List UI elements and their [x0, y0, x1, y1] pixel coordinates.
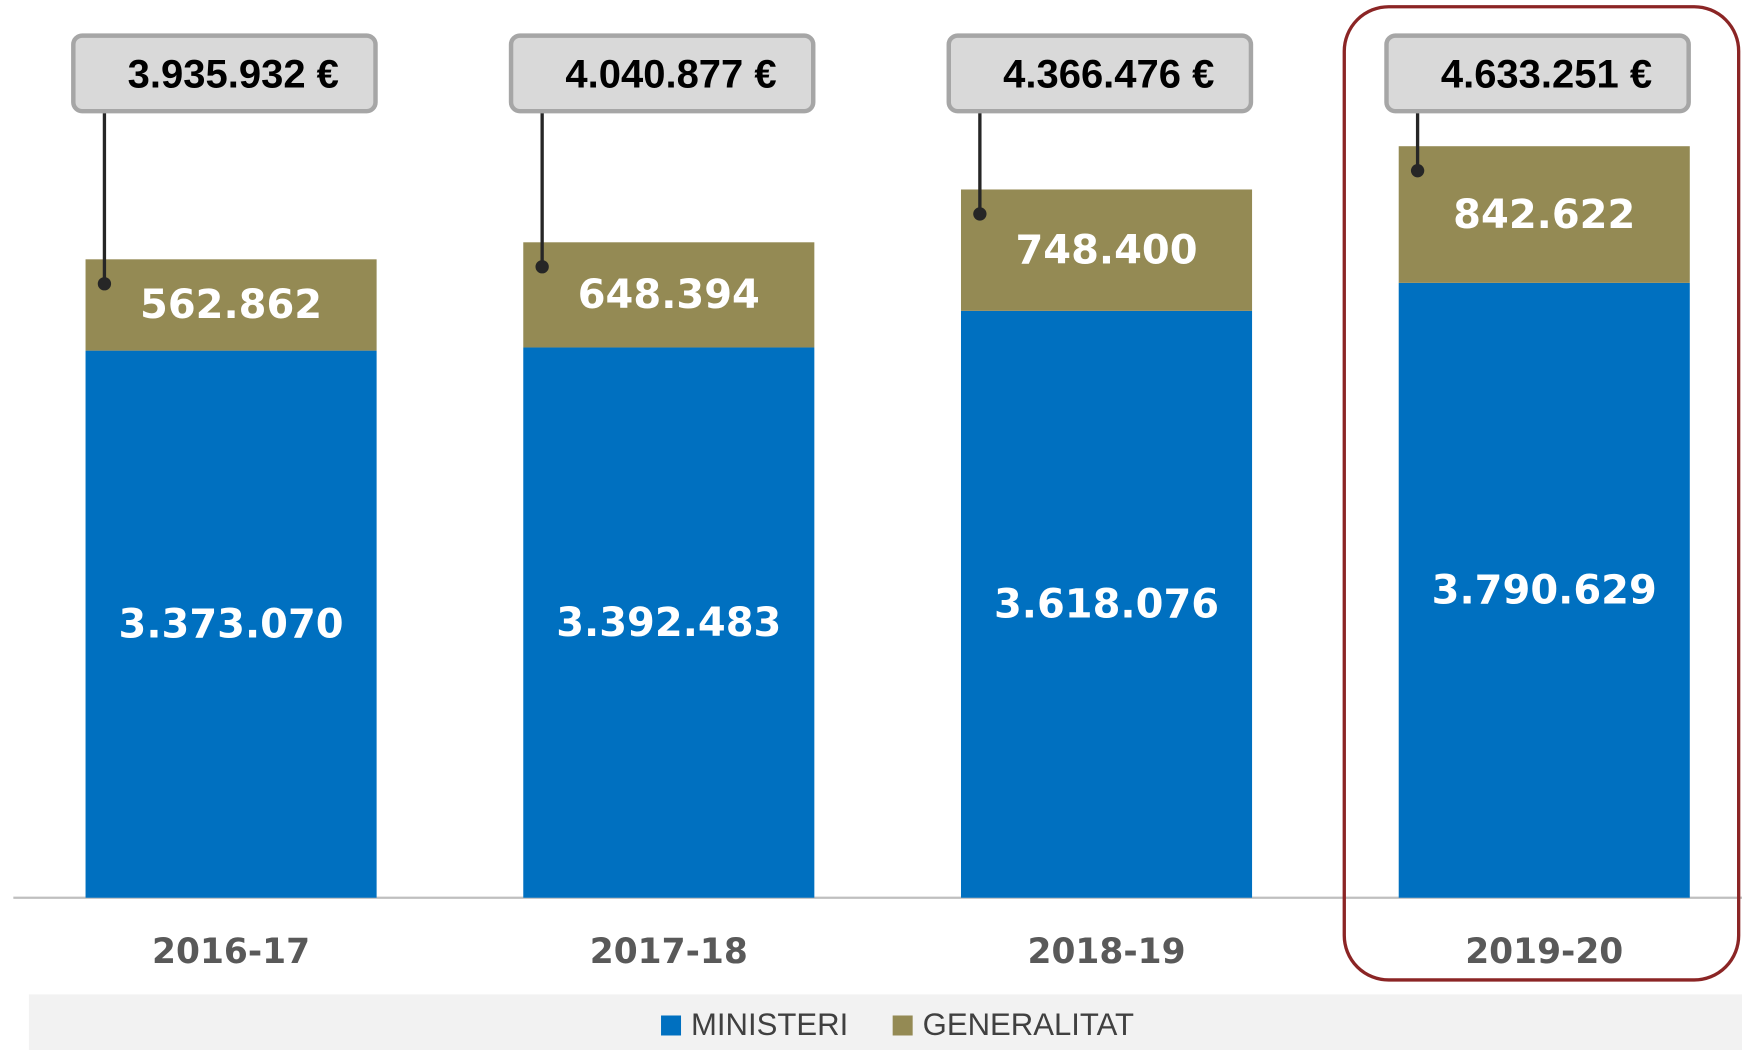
data-label: 648.394	[578, 272, 760, 318]
data-label: 562.862	[140, 282, 322, 328]
total-callout	[508, 33, 816, 114]
data-label: 3.392.483	[556, 600, 781, 646]
total-label: 4.633.251 €	[1441, 52, 1652, 96]
x-tick-label: 2017-18	[590, 932, 748, 972]
legend-background	[28, 994, 1742, 1050]
bar-segment	[960, 189, 1253, 311]
data-label: 3.618.076	[994, 582, 1219, 628]
total-label: 4.040.877 €	[565, 52, 776, 96]
bar-segment	[1398, 282, 1690, 898]
bar-segment	[960, 310, 1253, 898]
highlight-frame	[1342, 5, 1741, 982]
total-label: 3.935.932 €	[128, 52, 339, 96]
x-tick-label: 2019-20	[1465, 932, 1623, 972]
data-label: 3.373.070	[119, 601, 344, 647]
legend-label: GENERALITAT	[923, 1007, 1134, 1042]
x-tick-label: 2016-17	[152, 932, 310, 972]
callout-dot	[535, 260, 549, 274]
bar-segment	[1398, 146, 1690, 283]
bar-segment	[85, 259, 377, 351]
legend-label: MINISTERI	[691, 1007, 848, 1042]
legend-swatch	[892, 1015, 913, 1036]
total-label: 4.366.476 €	[1003, 52, 1214, 96]
data-label: 748.400	[1015, 227, 1197, 273]
bar-segment	[85, 350, 377, 898]
x-tick-label: 2018-19	[1027, 932, 1185, 972]
total-callout	[1384, 33, 1691, 114]
bar-segment	[523, 242, 815, 348]
bar-segment	[523, 347, 815, 898]
total-callout	[946, 33, 1254, 114]
data-label: 3.790.629	[1432, 568, 1657, 614]
callout-dot	[97, 277, 112, 291]
total-callout	[71, 33, 378, 114]
legend-swatch	[661, 1015, 682, 1036]
callout-dot	[973, 207, 987, 221]
data-label: 842.622	[1453, 192, 1635, 238]
callout-dot	[1410, 163, 1425, 178]
